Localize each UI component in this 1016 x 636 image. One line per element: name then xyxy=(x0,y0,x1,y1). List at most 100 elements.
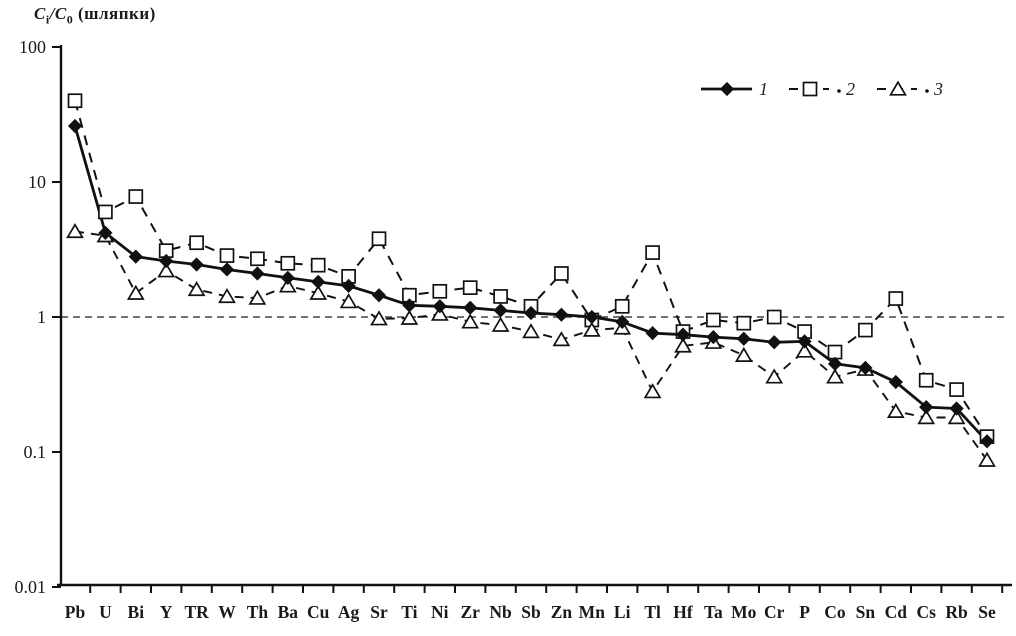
series-1-marker-Ti xyxy=(402,298,417,313)
legend-diamond-icon xyxy=(719,81,735,97)
x-category-label-P: P xyxy=(799,602,810,622)
x-category-label-Zr: Zr xyxy=(460,602,480,622)
title-sub-0: 0 xyxy=(66,12,74,27)
series-1-marker-Se xyxy=(979,434,995,449)
series-1-marker-Sn xyxy=(858,360,873,375)
x-category-label-Se: Se xyxy=(978,602,996,622)
title-var-c1: C xyxy=(34,4,46,23)
x-category-label-TR: TR xyxy=(184,602,209,622)
series-3-marker-TR xyxy=(187,280,206,297)
x-category-label-Ni: Ni xyxy=(431,602,449,622)
series-3-marker-Cu xyxy=(309,284,328,300)
series-1-marker-Mn xyxy=(584,309,599,325)
legend-dot xyxy=(837,89,841,93)
legend-label-1: 1 xyxy=(759,79,768,99)
x-category-label-Rb: Rb xyxy=(945,602,968,622)
x-category-label-Hf: Hf xyxy=(673,602,693,622)
series-1-marker-Y xyxy=(159,253,174,269)
x-category-label-Bi: Bi xyxy=(128,602,145,622)
series-1-line xyxy=(73,125,989,443)
x-category-label-Nb: Nb xyxy=(489,602,512,622)
series-3-marker-Hf xyxy=(674,337,692,353)
series-1-marker-Sr xyxy=(371,288,387,303)
x-category-label-Ag: Ag xyxy=(338,602,360,622)
series-3-marker-Mo xyxy=(734,346,753,362)
x-category-label-Ba: Ba xyxy=(278,602,299,622)
y-axis-title: Ci/C0 (шляпки) xyxy=(34,4,156,27)
series-3-marker-W xyxy=(218,287,236,304)
series-2-marker-Sn xyxy=(858,322,873,338)
series-3-marker-Th xyxy=(248,289,267,305)
series-3-marker-Ni xyxy=(430,305,449,321)
y-tick-label: 0.1 xyxy=(24,442,47,462)
series-3-marker-Ba xyxy=(278,277,297,293)
x-category-label-Y: Y xyxy=(160,602,173,622)
series-1-marker-Nb xyxy=(493,303,508,318)
legend-label-2: 2 xyxy=(846,79,855,99)
x-category-label-Pb: Pb xyxy=(65,602,86,622)
series-2-marker-Nb xyxy=(493,289,508,304)
series-1-marker-W xyxy=(219,262,235,277)
series-1-marker-Cu xyxy=(311,274,326,289)
series-2-marker-U xyxy=(98,204,113,220)
series-1-marker-Sb xyxy=(523,305,539,321)
y-tick-label: 10 xyxy=(28,172,46,192)
series-2-marker-Sr xyxy=(371,231,387,247)
x-category-label-Cr: Cr xyxy=(764,602,785,622)
series-3-marker-Ag xyxy=(339,293,358,309)
series-2-marker-Ta xyxy=(706,312,721,328)
x-category-label-Mn: Mn xyxy=(579,602,606,622)
series-1-marker-Zr xyxy=(463,300,478,315)
series-1-marker-Hf xyxy=(675,327,691,342)
x-category-label-Co: Co xyxy=(824,602,846,622)
series-2-marker-Cu xyxy=(310,257,326,273)
series-1-marker-TR xyxy=(189,257,204,272)
series-2-marker-Cd xyxy=(888,291,904,306)
x-category-label-Zn: Zn xyxy=(551,602,573,622)
series-3-marker-Mn xyxy=(582,321,601,337)
series-3-marker-Zr xyxy=(461,313,480,329)
series-1-marker-Co xyxy=(827,356,843,371)
x-category-label-Sb: Sb xyxy=(521,602,541,622)
x-category-label-Ta: Ta xyxy=(704,602,723,622)
title-sub-i: i xyxy=(45,12,50,27)
series-2-marker-Co xyxy=(827,344,843,360)
series-3-marker-Y xyxy=(157,262,176,278)
series-3-marker-Se xyxy=(978,451,996,467)
legend-dot xyxy=(925,89,929,93)
x-category-label-Tl: Tl xyxy=(644,602,661,622)
x-category-label-Cd: Cd xyxy=(885,602,908,622)
y-tick-label: 0.01 xyxy=(15,577,47,597)
x-category-label-Cu: Cu xyxy=(307,602,330,622)
x-category-label-Sn: Sn xyxy=(856,602,876,622)
series-2-marker-Cr xyxy=(766,309,782,325)
title-suffix: (шляпки) xyxy=(73,4,156,23)
series-3-marker-Sr xyxy=(370,310,388,326)
legend-square-icon xyxy=(802,81,818,97)
series-1-marker-Li xyxy=(615,314,630,329)
series-2-marker-TR xyxy=(189,235,204,251)
series-3-marker-Cd xyxy=(886,402,905,419)
x-category-label-W: W xyxy=(218,602,236,622)
x-category-label-Ti: Ti xyxy=(401,602,417,622)
x-category-label-U: U xyxy=(99,602,112,622)
legend-triangle-icon xyxy=(889,80,907,96)
series-2-marker-Bi xyxy=(128,189,144,204)
series-3-marker-Cs xyxy=(917,409,936,425)
series-1-marker-U xyxy=(98,225,113,240)
y-tick-label: 1 xyxy=(37,307,46,327)
series-2-marker-Ba xyxy=(280,255,296,271)
series-2-marker-Ni xyxy=(432,283,448,299)
series-3-marker-Ti xyxy=(400,309,419,325)
series-1-marker-Ag xyxy=(341,278,356,293)
y-tick-label: 100 xyxy=(19,37,46,57)
x-category-label-Sr: Sr xyxy=(370,602,388,622)
series-1-marker-Ba xyxy=(280,270,295,285)
series-2-line xyxy=(74,100,988,438)
series-2-marker-W xyxy=(219,248,235,263)
series-1-marker-Rb xyxy=(949,401,964,416)
series-2-marker-Zn xyxy=(554,266,569,281)
x-category-label-Li: Li xyxy=(614,602,631,622)
legend-label-3: 3 xyxy=(933,79,943,99)
